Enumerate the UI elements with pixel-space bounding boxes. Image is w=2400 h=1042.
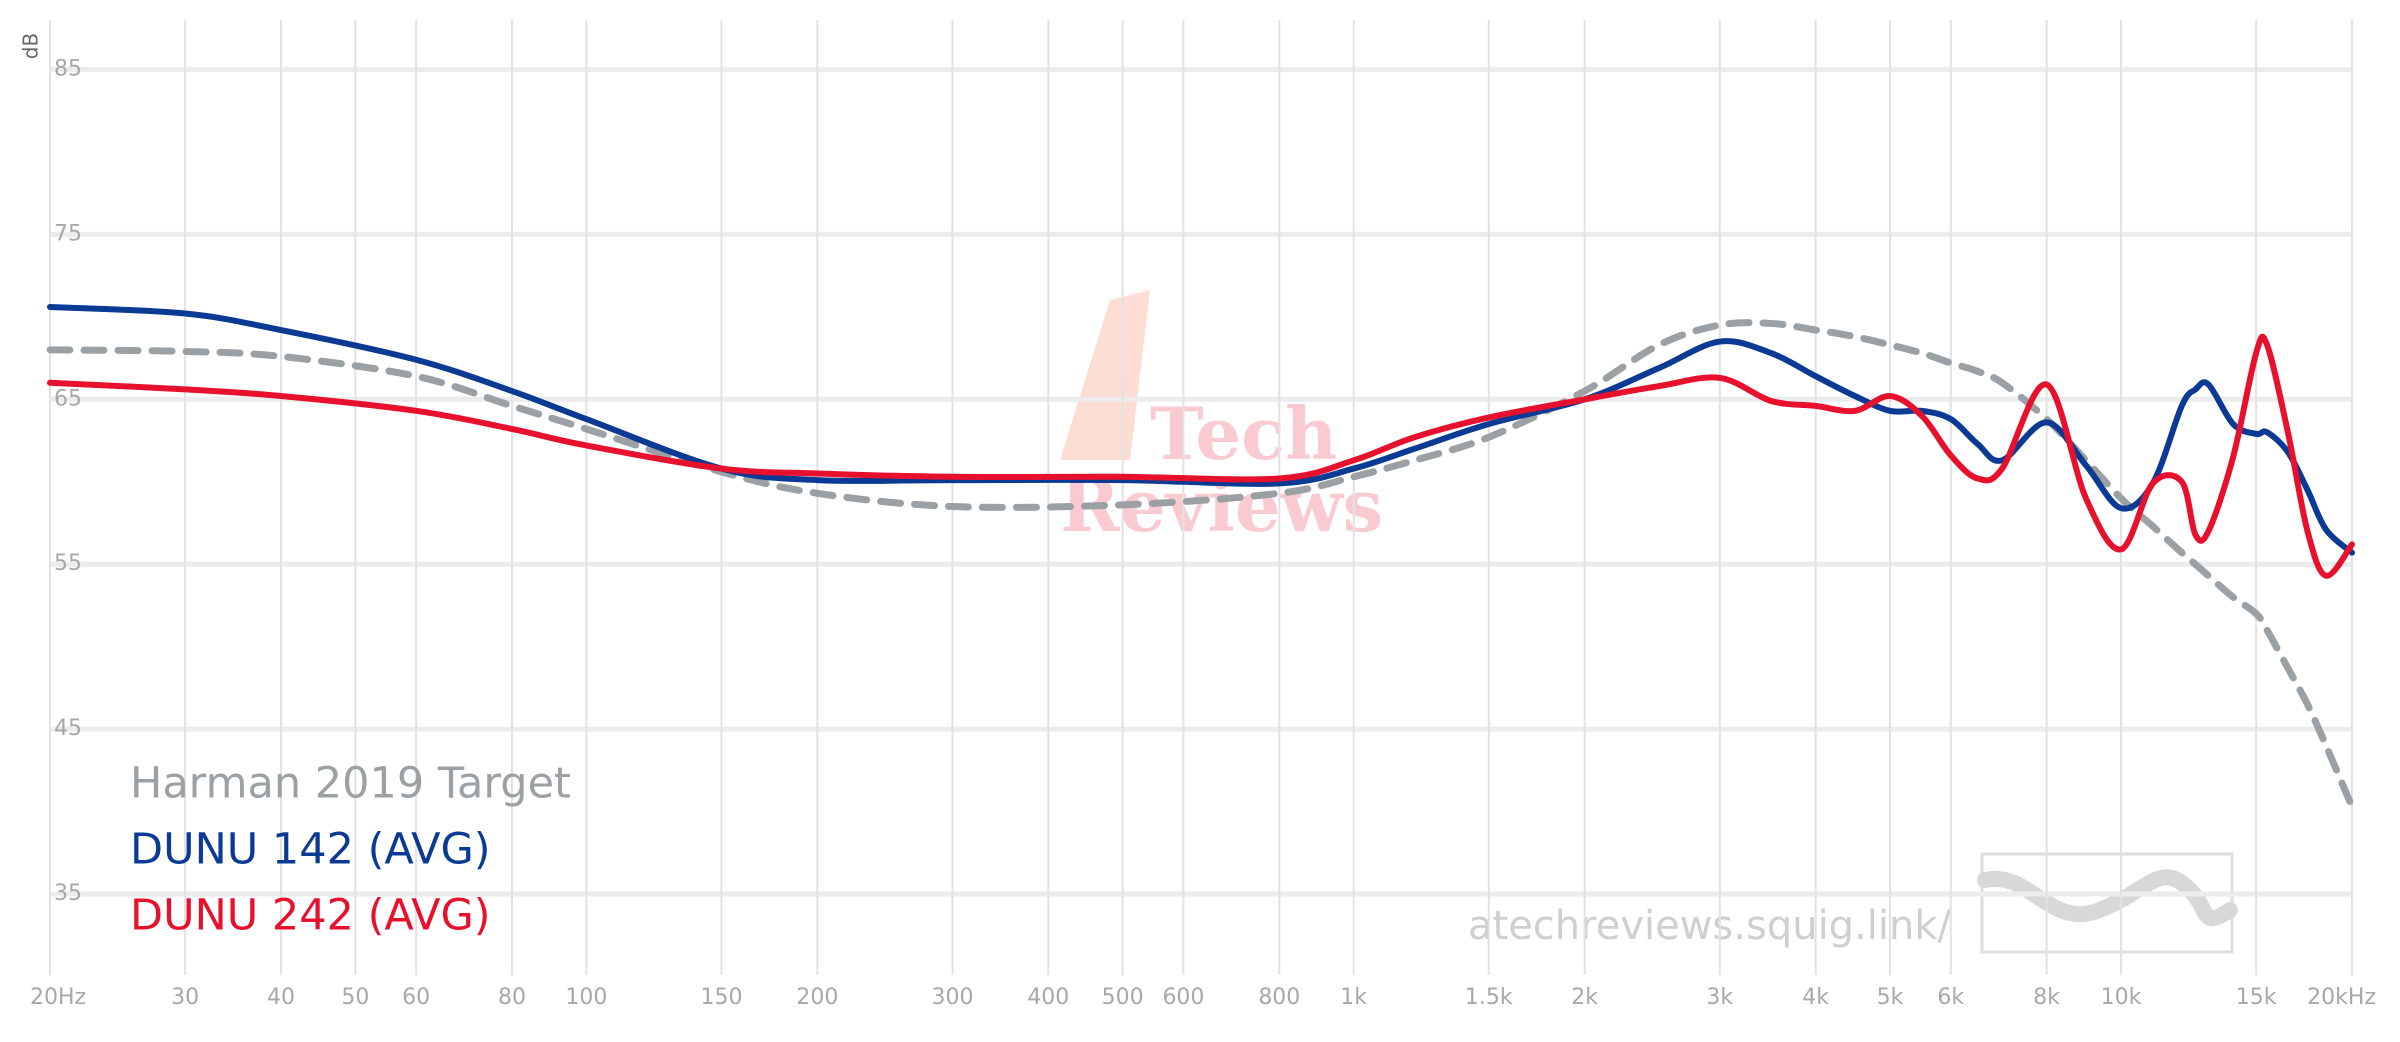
x-tick-label: 20Hz [30,985,86,1010]
grid: 35 45 55 65 75 85 20Hz 30 40 50 60 80 100 150 200 300 40… [30,20,2376,1010]
x-tick-label: 80 [498,985,526,1010]
x-tick-label: 3k [1706,985,1733,1010]
series-line [46,319,2356,811]
x-tick-label: 2k [1571,985,1598,1010]
logo-icon [1977,852,2238,954]
watermark: atechreviews.squig.link/ [1468,903,1952,949]
x-tick-label: 150 [700,985,742,1010]
y-tick-label: 55 [54,551,82,576]
x-tick-label: 20kHz [2307,985,2376,1010]
x-tick-label: 60 [402,985,430,1010]
x-tick-label: 100 [565,985,607,1010]
x-tick-label: 400 [1027,985,1069,1010]
x-tick-label: 6k [1937,985,1964,1010]
x-tick-label: 300 [931,985,973,1010]
x-tick-label: 600 [1162,985,1204,1010]
legend: Harman 2019 Target DUNU 142 (AVG) DUNU 242… [130,759,571,941]
x-tick-label: 500 [1102,985,1144,1010]
x-tick-label: 1.5k [1465,985,1513,1010]
x-tick-label: 10k [2101,985,2142,1010]
y-axis-label: dB [19,33,43,59]
icon-squiggle [1977,869,2238,927]
x-tick-label: 1k [1340,985,1367,1010]
x-tick-label: 30 [171,985,199,1010]
logo: Tech Reviews [1060,290,1383,548]
y-tick-label: 85 [54,56,82,81]
x-tick-label: 40 [267,985,295,1010]
series-line [47,333,2355,579]
x-tick-label: 8k [2033,985,2060,1010]
plot [46,303,2356,811]
series-line [47,303,2355,556]
y-tick-label: 35 [54,881,82,906]
x-tick-label: 50 [341,985,369,1010]
x-tick-label: 800 [1258,985,1300,1010]
x-tick-label: 5k [1877,985,1904,1010]
x-tick-label: 15k [2236,985,2277,1010]
legend-label: DUNU 242 (AVG) [130,891,491,941]
y-tick-label: 65 [54,386,82,411]
logo-flame [1060,290,1150,460]
x-tick-label: 4k [1802,985,1829,1010]
legend-label: DUNU 142 (AVG) [130,825,491,875]
y-tick-label: 75 [54,221,82,246]
y-tick-label: 45 [54,716,82,741]
legend-label: Harman 2019 Target [130,759,571,809]
x-tick-label: 200 [796,985,838,1010]
logo-text: Tech [1150,391,1337,476]
